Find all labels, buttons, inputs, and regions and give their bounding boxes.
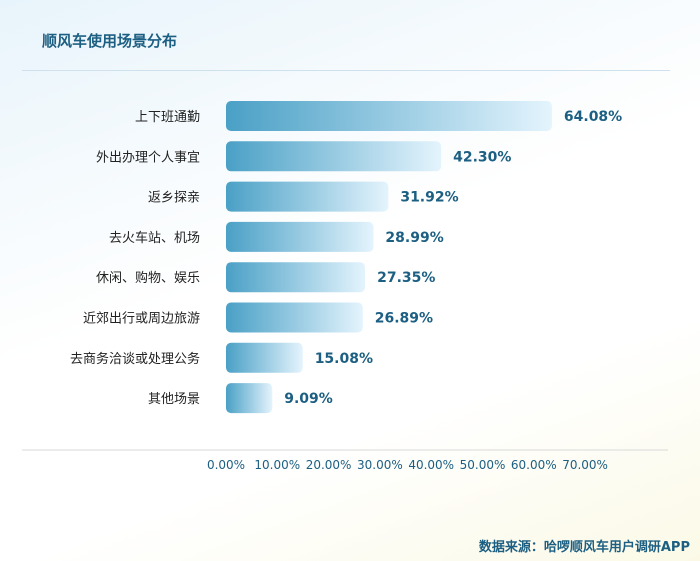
x-tick-label: 30.00%	[357, 458, 403, 472]
x-tick-label: 0.00%	[207, 458, 245, 472]
bar	[226, 383, 273, 414]
x-tick-label: 70.00%	[562, 458, 608, 472]
category-label: 上下班通勤	[135, 110, 200, 125]
bar-row: 去商务洽谈或处理公务 15.08%	[70, 342, 373, 373]
category-label: 返乡探亲	[148, 191, 200, 206]
x-tick-label: 60.00%	[511, 458, 557, 472]
title-divider	[22, 70, 670, 71]
bars-group: 上下班通勤 64.08% 外出办理个人事宜 42.30% 返乡探亲 31.92% 去火车站、…	[70, 101, 622, 414]
category-label: 去商务洽谈或处理公务	[70, 351, 200, 367]
bar-row: 返乡探亲 31.92%	[148, 181, 459, 212]
value-label: 26.89%	[375, 311, 433, 327]
value-label: 42.30%	[453, 149, 511, 165]
chart-title: 顺风车使用场景分布	[42, 32, 178, 50]
x-tick-label: 40.00%	[408, 458, 454, 472]
source-note: 数据来源：哈啰顺风车用户调研APP	[478, 540, 690, 555]
value-label: 28.99%	[385, 230, 443, 246]
category-label: 近郊出行或周边旅游	[83, 311, 200, 327]
bar	[226, 302, 363, 333]
bar	[226, 221, 374, 252]
bar	[226, 141, 442, 172]
value-label: 9.09%	[284, 391, 333, 407]
bar-row: 近郊出行或周边旅游 26.89%	[83, 302, 433, 333]
bar-row: 外出办理个人事宜 42.30%	[96, 141, 511, 172]
bar-row: 上下班通勤 64.08%	[135, 101, 622, 131]
bar-row: 休闲、购物、娱乐 27.35%	[96, 262, 435, 293]
x-tick-label: 20.00%	[306, 458, 352, 472]
value-label: 31.92%	[400, 190, 458, 206]
category-label: 休闲、购物、娱乐	[96, 270, 200, 286]
x-ticks-group: 0.00% 10.00% 20.00% 30.00% 40.00% 50.00% 60.00…	[207, 458, 608, 472]
category-label: 去火车站、机场	[109, 230, 200, 246]
value-label: 15.08%	[315, 351, 373, 367]
category-label: 其他场景	[148, 392, 200, 407]
value-label: 27.35%	[377, 270, 435, 286]
bar	[226, 101, 552, 131]
category-label: 外出办理个人事宜	[96, 150, 200, 165]
value-label: 64.08%	[564, 109, 622, 125]
bar	[226, 262, 366, 293]
x-tick-label: 10.00%	[254, 458, 300, 472]
bar	[226, 181, 389, 212]
bar	[226, 342, 303, 373]
x-tick-label: 50.00%	[460, 458, 506, 472]
bar-row: 去火车站、机场 28.99%	[109, 221, 444, 252]
bar-row: 其他场景 9.09%	[148, 383, 333, 414]
